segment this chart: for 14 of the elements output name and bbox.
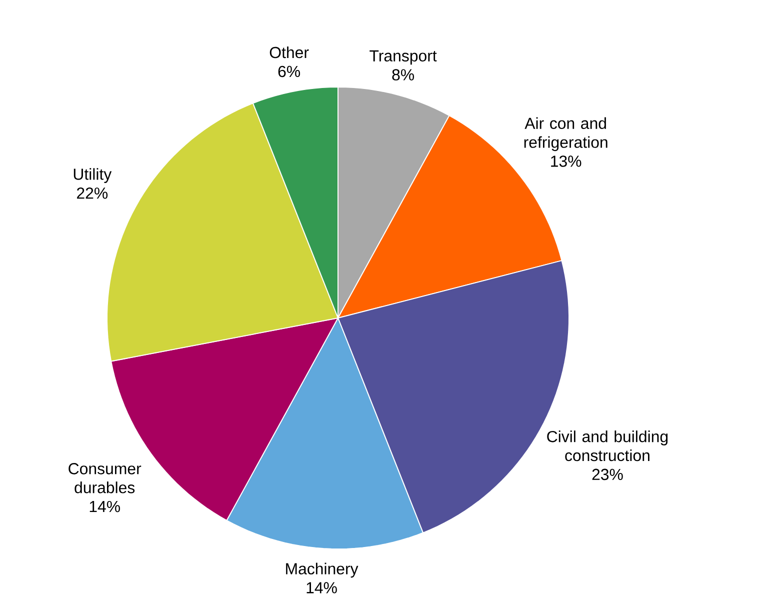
data-label: 23% [592,468,623,480]
slice-label: Consumer durables [68,463,142,494]
data-label: 14% [306,582,337,594]
data-label: 22% [77,188,108,199]
data-label: 8% [392,69,414,80]
slice-label: Other [270,46,309,58]
slice-label: Utility [74,168,112,184]
slice-label: Air con and refrigeration [524,117,608,152]
data-label: 13% [551,156,582,167]
slice-label: Machinery [286,562,358,578]
slice-label: Civil and building construction [547,430,668,462]
data-label: 14% [90,500,120,512]
data-label: 6% [278,66,300,78]
slice-label: Transport [370,50,437,65]
